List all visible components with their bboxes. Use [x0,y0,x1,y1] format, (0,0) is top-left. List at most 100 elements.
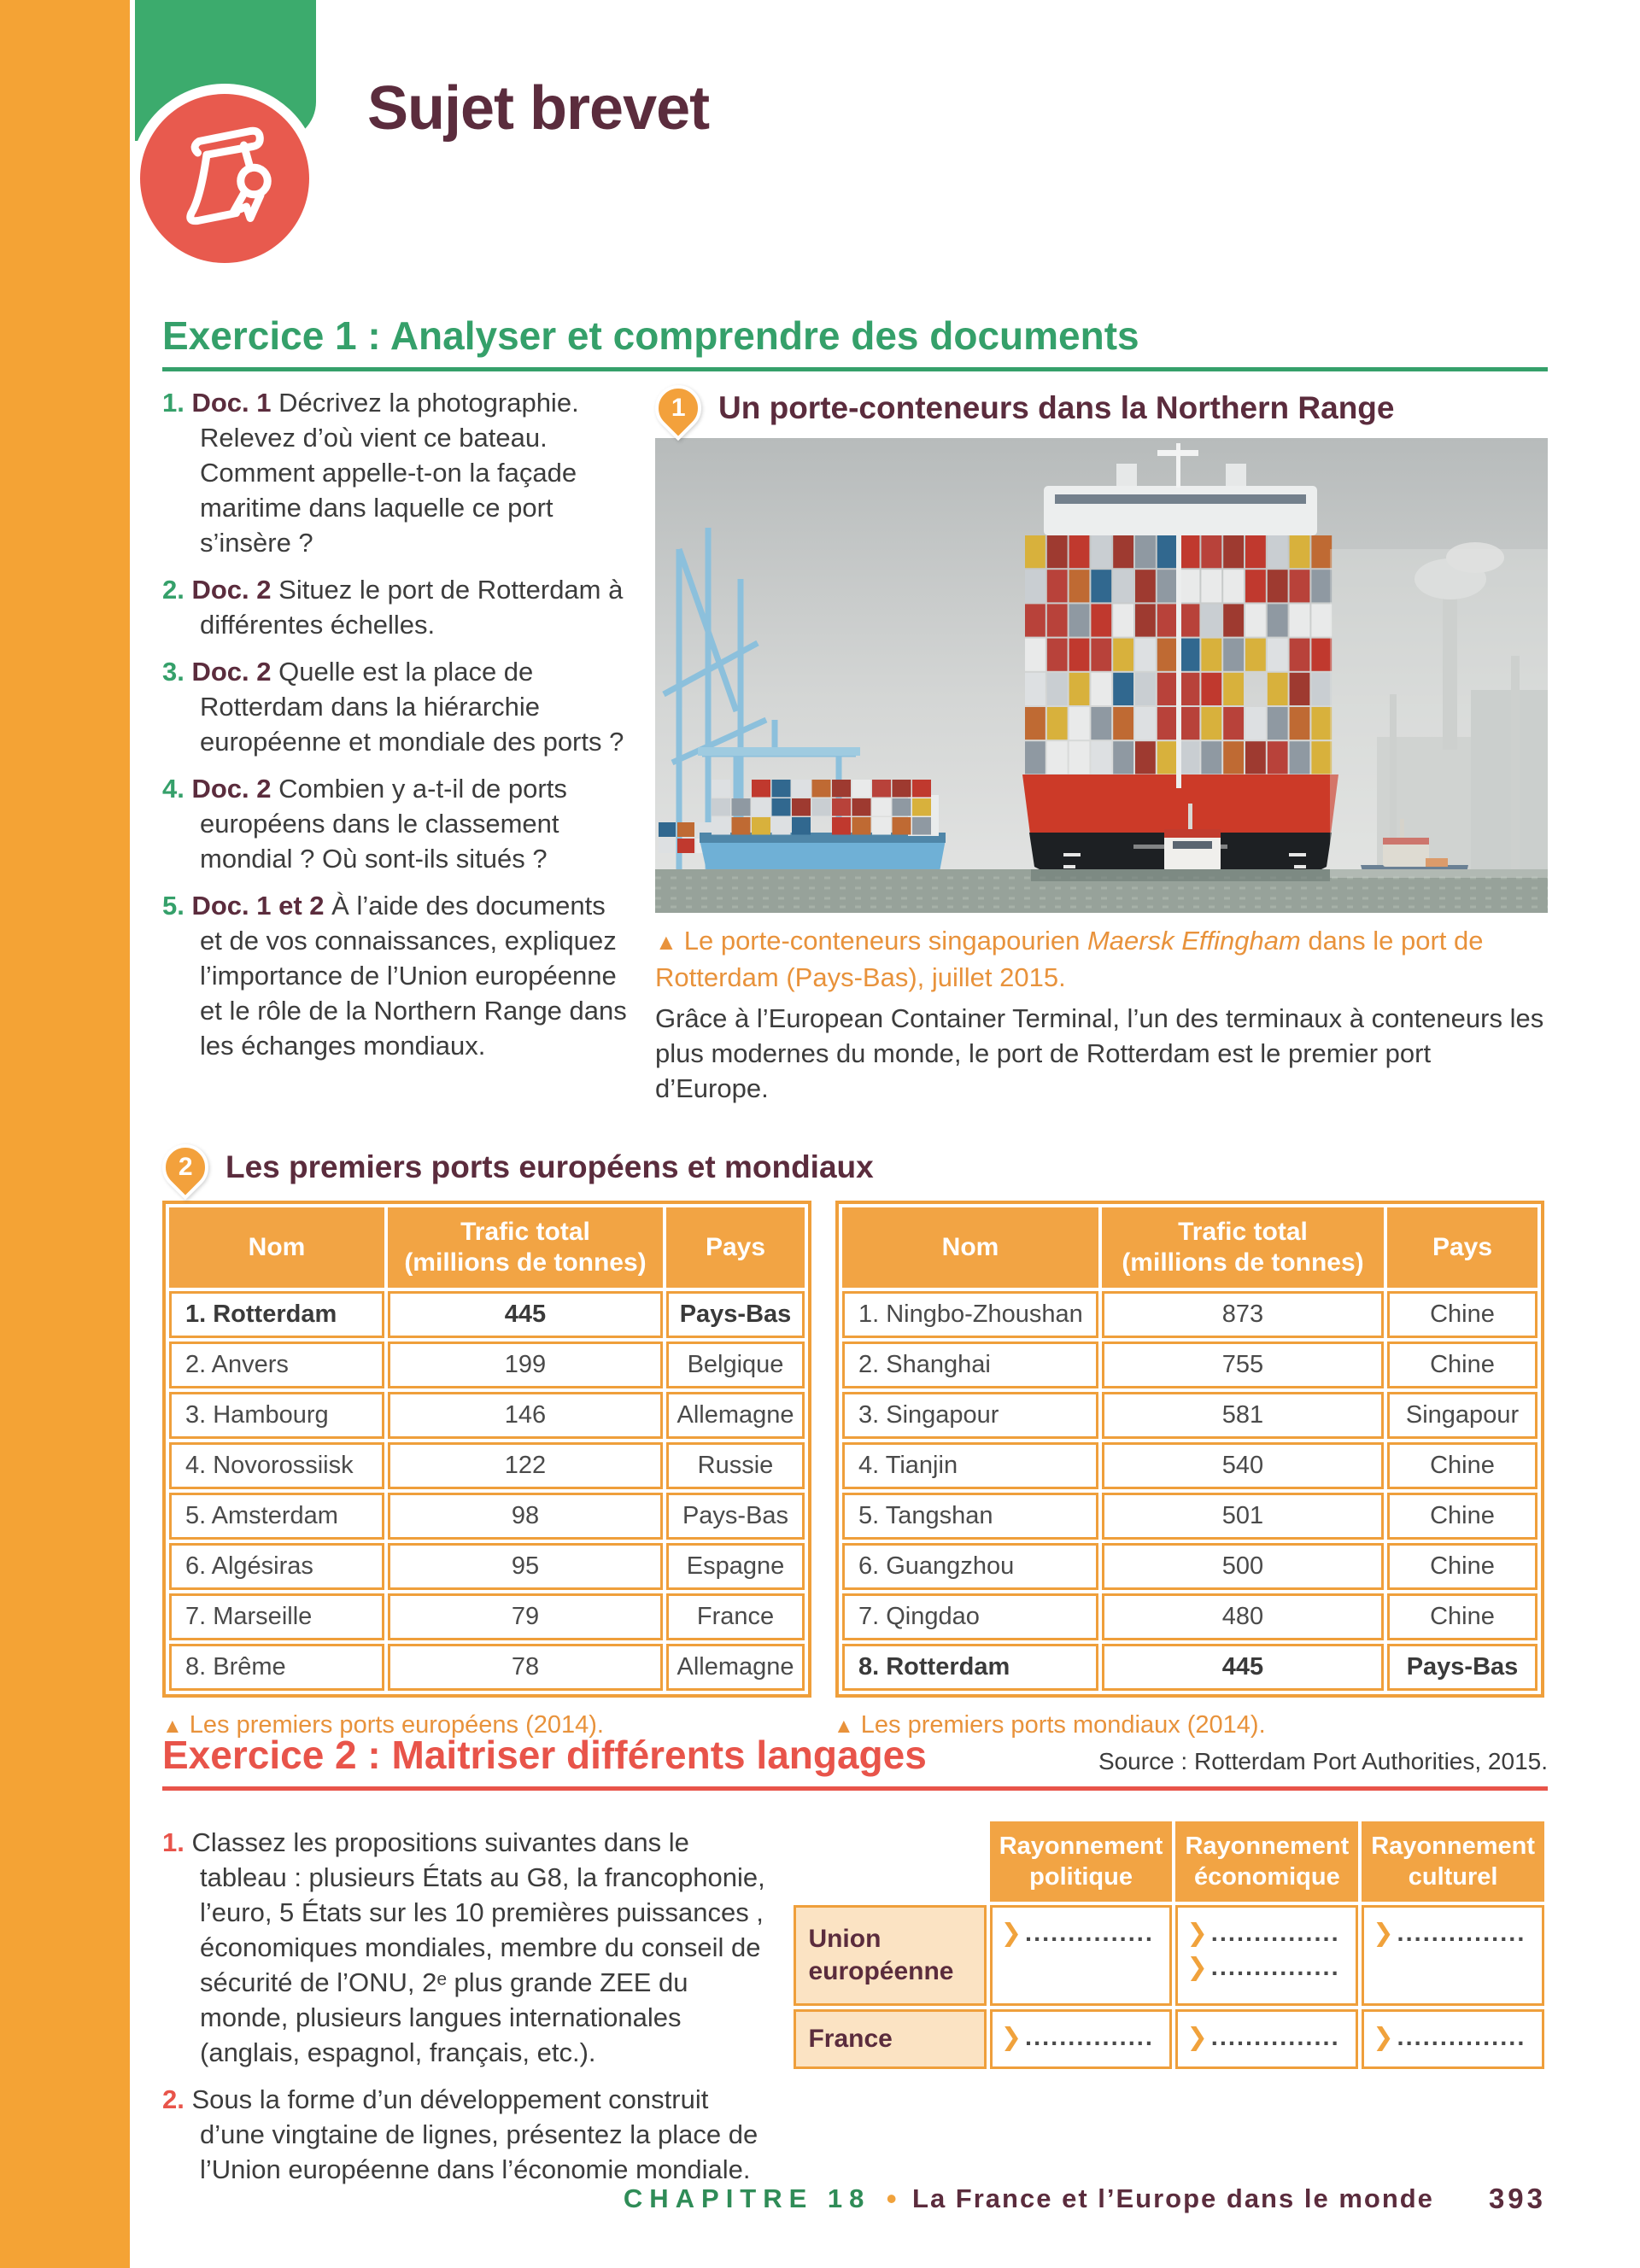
document-1: 1 Un porte-conteneurs dans la Northern R… [645,375,1548,1106]
caption-text: Le porte-conteneurs singapourien [683,926,1087,956]
doc1-pin-marker: 1 [645,375,712,441]
question-item: 3. Doc. 2 Quelle est la place de Rotterd… [162,654,634,759]
world-table-caption: ▲ Les premiers ports mondiaux (2014). [834,1711,1266,1739]
exercise2-questions: 1. Classez les propositions suivantes da… [162,1825,780,2199]
col-header-trafic: Trafic total (millions de tonnes) [388,1207,663,1288]
doc1-number: 1 [671,394,686,422]
question-item: 4. Doc. 2 Combien y a-t-il de ports euro… [162,771,634,876]
doc1-photo [655,438,1548,913]
chapter-label: CHAPITRE 18 [623,2183,871,2213]
exercise1-questions: 1. Doc. 1 Décrivez la photographie. Rele… [162,385,634,1106]
question-number: 5. [162,891,184,921]
chevron-icon: ❯ [1186,1954,1208,1981]
chevron-icon: ❯ [1000,2024,1022,2051]
table-row: 4. Tianjin 540 Chine [842,1442,1538,1489]
table-row: 5. Amsterdam 98 Pays-Bas [169,1493,805,1540]
table-header-row: Nom Trafic total (millions de tonnes) Pay… [842,1207,1538,1288]
doc-ref: Doc. 2 [191,575,272,605]
triangle-icon: ▲ [655,929,677,955]
page-number: 393 [1488,2183,1546,2214]
answer-cell[interactable]: ❯............... [989,1905,1173,2006]
question-item: 2. Doc. 2 Situez le port de Rotterdam à … [162,572,634,642]
table-row: 6. Guangzhou 500 Chine [842,1543,1538,1590]
table-header-row: Nom Trafic total (millions de tonnes) Pay… [169,1207,805,1288]
question-number: 4. [162,774,184,804]
doc-ref: Doc. 2 [191,774,272,804]
question-item: 5. Doc. 1 et 2 À l’aide des documents et… [162,888,634,1063]
col-header-pays: Pays [666,1207,805,1288]
question-number: 3. [162,657,184,687]
question-item: 2. Sous la forme d’un développement cons… [162,2082,780,2187]
table-row: 6. Algésiras 95 Espagne [169,1543,805,1590]
question-text: Classez les propositions suivantes dans … [191,1827,765,2067]
row-header: France [794,2009,987,2069]
stern-mast [1176,532,1181,788]
doc2-number: 2 [178,1153,193,1181]
european-ports-table: Nom Trafic total (millions de tonnes) Pay… [162,1201,811,1698]
left-margin-band [0,0,130,2268]
table-row-france: France ❯............... ❯...............… [794,2009,1544,2069]
table-header-row: Rayonnement politique Rayonnement économ… [794,1821,1544,1902]
doc2-pin-marker: 2 [152,1134,219,1201]
answer-cell[interactable]: ❯............... [1362,1905,1544,2006]
page-title: Sujet brevet [367,74,710,143]
answer-cell[interactable]: ❯............... [1362,2009,1544,2069]
col-header-politique: Rayonnement politique [989,1821,1173,1902]
question-number: 1. [162,388,184,418]
doc-ref: Doc. 1 et 2 [191,891,325,921]
row-header: Union européenne [794,1905,987,2006]
table-row: 3. Singapour 581 Singapour [842,1392,1538,1439]
question-number: 1. [162,1827,184,1857]
world-ports-table: Nom Trafic total (millions de tonnes) Pay… [835,1201,1544,1698]
exercise1-heading: Exercice 1 : Analyser et comprendre des … [162,313,1548,371]
question-text: Quelle est la place de Rotterdam dans la… [200,657,624,757]
europe-table-caption: ▲ Les premiers ports européens (2014). [162,1711,604,1739]
table-row: 8. Brême 78 Allemagne [169,1644,805,1691]
bullet-icon: • [886,2181,898,2216]
col-header-nom: Nom [842,1207,1098,1288]
exercise2-heading: Exercice 2 : Maitriser différents langag… [162,1732,1548,1791]
question-item: 1. Doc. 1 Décrivez la photographie. Rele… [162,385,634,560]
doc1-caption: ▲ Le porte-conteneurs singapourien Maersk… [655,923,1548,996]
feeder-containers [712,780,931,835]
col-header-nom: Nom [169,1207,384,1288]
table-row: 4. Novorossiisk 122 Russie [169,1442,805,1489]
hull-red-band [1022,775,1338,834]
table-row: 1. Rotterdam 445 Pays-Bas [169,1291,805,1338]
table-row: 2. Anvers 199 Belgique [169,1342,805,1388]
doc1-body-text: Grâce à l’European Container Terminal, l… [655,1003,1544,1103]
doc-ref: Doc. 2 [191,657,272,687]
question-text: Situez le port de Rotterdam à différente… [200,575,624,640]
question-text: Sous la forme d’un développement constru… [191,2084,758,2184]
answer-cell[interactable]: ❯............... ❯............... [1175,1905,1359,2006]
table-row: 8. Rotterdam 445 Pays-Bas [842,1644,1538,1691]
question-item: 1. Classez les propositions suivantes da… [162,1825,780,2070]
doc-ref: Doc. 1 [191,388,272,418]
chapter-title: La France et l’Europe dans le monde [912,2183,1434,2213]
doc1-title: Un porte-conteneurs dans la Northern Ran… [718,390,1395,425]
table-row-union-europeenne: Union européenne ❯............... ❯.....… [794,1905,1544,2006]
chevron-icon: ❯ [1186,1920,1208,1947]
col-header-economique: Rayonnement économique [1175,1821,1359,1902]
source-line: Source : Rotterdam Port Authorities, 201… [1098,1748,1548,1774]
chevron-icon: ❯ [1186,2024,1208,2051]
triangle-icon: ▲ [162,1715,183,1738]
chevron-icon: ❯ [1373,2024,1394,2051]
ship-name: Maersk Effingham [1086,926,1301,956]
table-row: 1. Ningbo-Zhoushan 873 Chine [842,1291,1538,1338]
container-ship [1044,443,1317,535]
rayonnement-table: Rayonnement politique Rayonnement économ… [790,1818,1548,2072]
question-number: 2. [162,2084,184,2114]
table-row: 7. Qingdao 480 Chine [842,1593,1538,1640]
answer-cell[interactable]: ❯............... [1175,2009,1359,2069]
brevet-badge [130,84,319,273]
table-row: 2. Shanghai 755 Chine [842,1342,1538,1388]
chevron-icon: ❯ [1000,1920,1022,1947]
col-header-culturel: Rayonnement culturel [1362,1821,1544,1902]
doc2-title: Les premiers ports européens et mondiaux [226,1149,874,1184]
question-text: À l’aide des documents et de vos connais… [200,891,627,1061]
blank-corner-cell [794,1821,986,1902]
answer-cell[interactable]: ❯............... [989,2009,1173,2069]
col-header-pays: Pays [1387,1207,1538,1288]
table-row: 5. Tangshan 501 Chine [842,1493,1538,1540]
